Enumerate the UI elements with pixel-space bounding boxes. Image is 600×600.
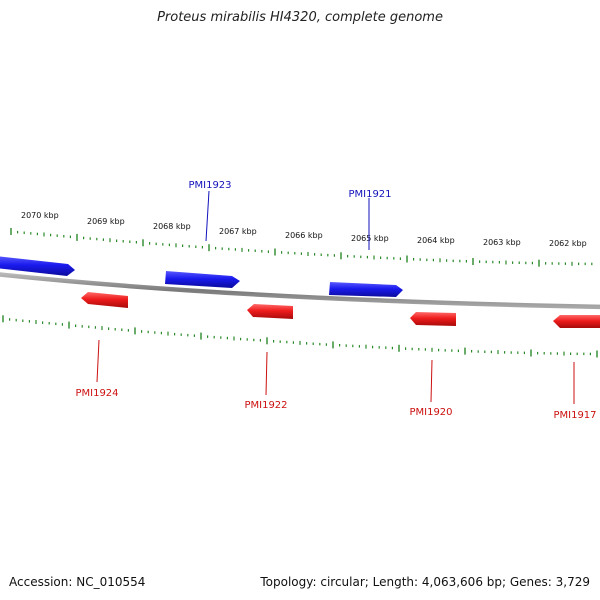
genome-stats-text: Topology: circular; Length: 4,063,606 bp… — [260, 575, 590, 589]
gene-arrow-forward[interactable] — [0, 256, 75, 276]
gene-label-forward[interactable]: PMI1921 — [348, 189, 391, 200]
gene-arrow-reverse[interactable] — [81, 292, 128, 308]
ruler-label: 2067 kbp — [219, 227, 257, 236]
map-title: Proteus mirabilis HI4320, complete genom… — [157, 10, 443, 25]
gene-arrow-forward[interactable] — [329, 282, 403, 297]
gene-label-leader — [205, 190, 210, 242]
inner-ruler — [2, 315, 598, 358]
gene-label-reverse[interactable]: PMI1917 — [553, 410, 596, 421]
gene-label-reverse[interactable]: PMI1922 — [244, 400, 287, 411]
gene-arrow-forward[interactable] — [165, 271, 240, 288]
accession-text: Accession: NC_010554 — [9, 575, 146, 589]
genome-backbone — [0, 272, 600, 310]
ruler-label: 2066 kbp — [285, 231, 323, 240]
ruler-label: 2064 kbp — [417, 236, 455, 245]
ruler-label: 2069 kbp — [87, 217, 125, 226]
ruler-label: 2062 kbp — [549, 239, 587, 248]
ruler-label: 2068 kbp — [153, 222, 191, 231]
gene-label-reverse[interactable]: PMI1924 — [75, 388, 118, 399]
gene-label-leader — [265, 351, 268, 396]
ruler-label: 2065 kbp — [351, 234, 389, 243]
outer-ruler — [10, 228, 593, 267]
gene-label-leader — [430, 359, 433, 403]
ruler-label: 2070 kbp — [21, 211, 59, 220]
gene-label-reverse[interactable]: PMI1920 — [409, 407, 452, 418]
gene-arrow-reverse[interactable] — [410, 312, 456, 326]
gene-arrow-reverse[interactable] — [553, 315, 600, 328]
gene-label-forward[interactable]: PMI1923 — [188, 180, 231, 191]
gene-arrow-reverse[interactable] — [247, 304, 293, 319]
ruler-label: 2063 kbp — [483, 238, 521, 247]
gene-label-leader — [96, 339, 100, 383]
